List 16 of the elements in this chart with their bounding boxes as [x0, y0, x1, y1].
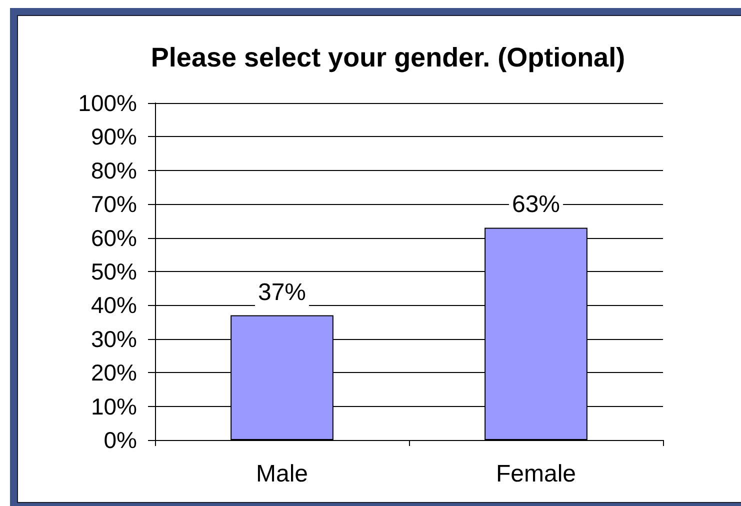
y-tick-label: 0% [104, 427, 137, 453]
x-tick-label: Male [256, 460, 308, 488]
y-tick-label: 90% [90, 124, 137, 150]
chart-title: Please select your gender. (Optional) [150, 42, 626, 72]
y-tick-label: 20% [90, 360, 137, 386]
x-tick-label: Female [496, 460, 576, 488]
y-tick-label: 50% [90, 258, 137, 284]
y-tick-label: 40% [90, 292, 137, 318]
y-tick-label: 30% [90, 326, 137, 352]
data-label: 63% [512, 191, 560, 218]
data-label: 37% [258, 278, 306, 306]
y-tick-label: 70% [90, 191, 137, 218]
y-tick-label: 80% [90, 157, 137, 184]
y-tick-label: 100% [78, 90, 137, 116]
y-tick-label: 60% [90, 224, 137, 251]
y-tick-label: 10% [90, 393, 137, 420]
